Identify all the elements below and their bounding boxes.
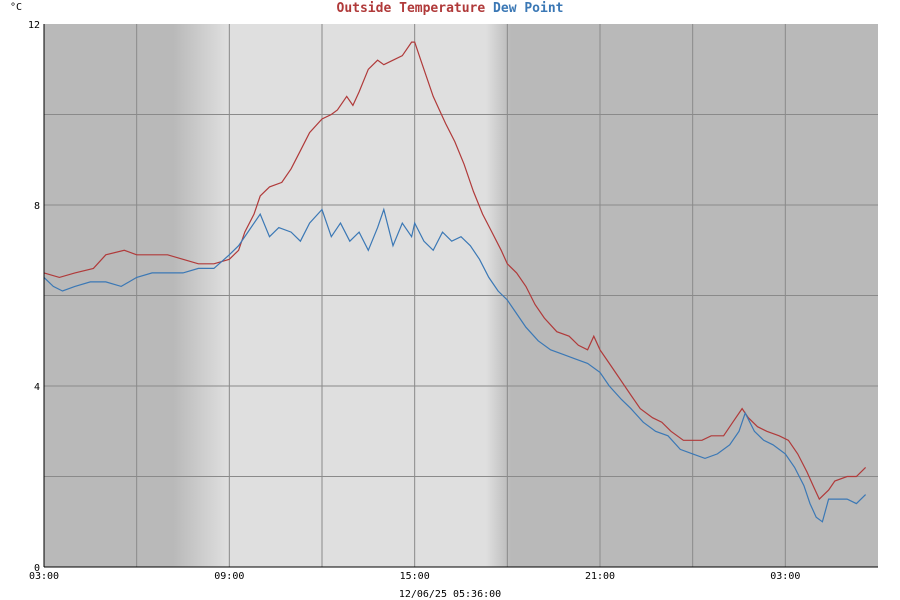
y-axis-unit: °C [10, 2, 22, 13]
chart-title: Outside Temperature Dew Point [337, 1, 564, 16]
x-tick-labels: 03:00 09:00 15:00 21:00 03:00 [29, 571, 800, 582]
chart-footer-timestamp: 12/06/25 05:36:00 [399, 589, 501, 600]
chart-title-part: Dew Point [485, 1, 563, 16]
y-tick-label: 8 [34, 201, 40, 212]
y-tick-label: 4 [34, 382, 40, 393]
x-tick-label: 03:00 [29, 571, 59, 582]
series-layer [43, 41, 867, 523]
x-tick-label: 03:00 [770, 571, 800, 582]
chart-title-part: Outside Temperature [337, 1, 486, 16]
series-line-outside-temperature [43, 41, 867, 501]
y-tick-label: 12 [28, 20, 40, 31]
series-line-dew-point [43, 207, 867, 523]
x-tick-label: 15:00 [400, 571, 430, 582]
y-tick-labels: 0 4 8 12 [28, 20, 40, 574]
x-tick-label: 21:00 [585, 571, 615, 582]
grid-lines [44, 24, 878, 567]
y-tick-label: 0 [34, 563, 40, 574]
x-tick-label: 09:00 [214, 571, 244, 582]
